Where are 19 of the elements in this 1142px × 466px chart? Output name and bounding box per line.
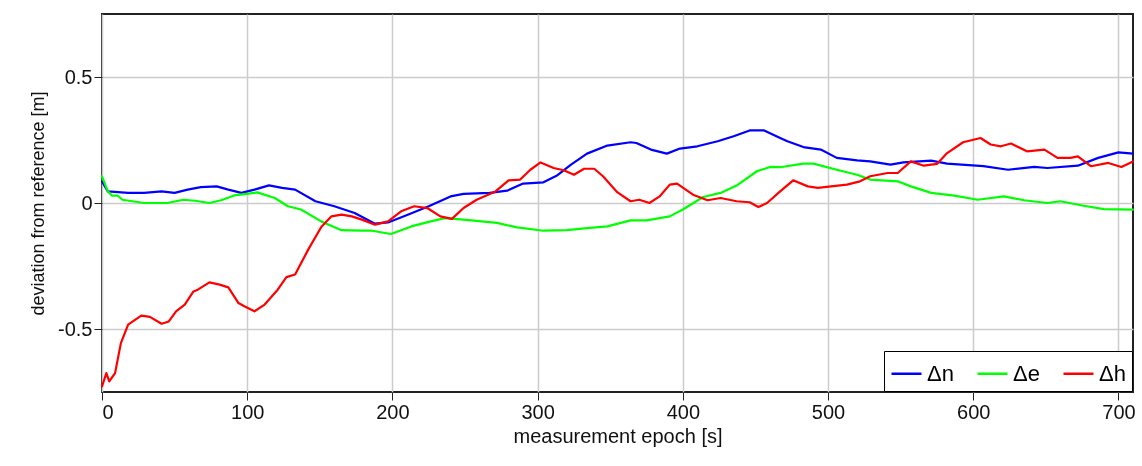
x-tick-label: 100 bbox=[231, 400, 265, 423]
x-tick-label: 500 bbox=[811, 400, 846, 423]
y-tick-label: 0.5 bbox=[64, 65, 93, 88]
x-axis-title: measurement epoch [s] bbox=[513, 424, 723, 447]
line-series bbox=[100, 129, 1135, 225]
y-tick-label: 0 bbox=[81, 191, 93, 214]
y-tick-label: -0.5 bbox=[58, 317, 93, 340]
line-series bbox=[100, 136, 1135, 388]
x-tick-label: 300 bbox=[521, 400, 555, 423]
legend-label: Δe bbox=[1013, 360, 1040, 386]
x-tick-label: 400 bbox=[666, 400, 701, 423]
y-axis-title: deviation from reference [m] bbox=[28, 91, 49, 316]
x-tick-label: 700 bbox=[1102, 400, 1136, 423]
x-tick-label: 200 bbox=[376, 400, 410, 423]
x-tick-label: 0 bbox=[102, 400, 114, 423]
legend-label: Δh bbox=[1099, 360, 1126, 386]
legend-label: Δn bbox=[927, 360, 954, 386]
x-tick-label: 600 bbox=[957, 400, 991, 423]
line-series bbox=[100, 162, 1135, 236]
